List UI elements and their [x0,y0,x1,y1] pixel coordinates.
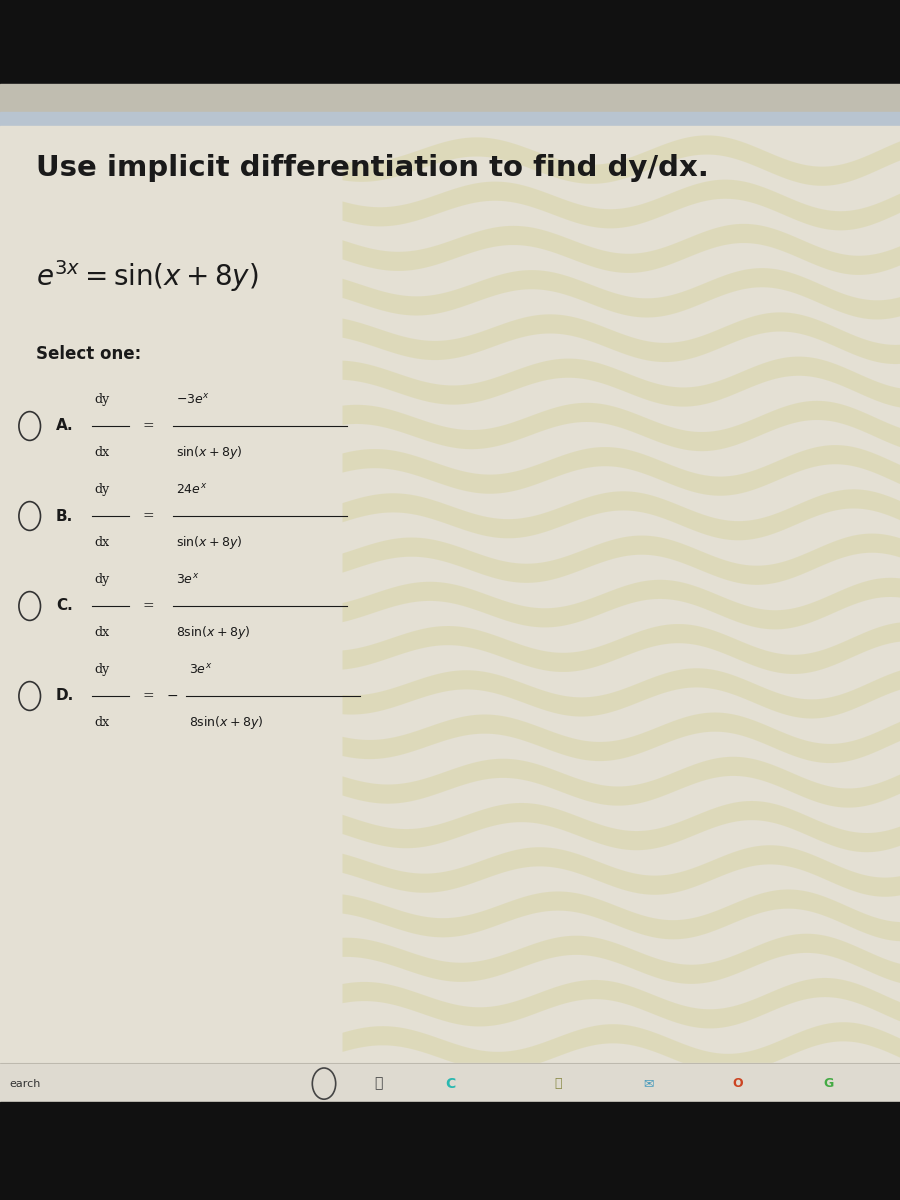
Text: C: C [445,1076,455,1091]
Text: $8\sin(x + 8y)$: $8\sin(x + 8y)$ [176,624,250,641]
Text: earch: earch [9,1079,40,1088]
Text: $\sin(x + 8y)$: $\sin(x + 8y)$ [176,444,242,461]
Text: ✉: ✉ [643,1078,653,1090]
Text: 🔒: 🔒 [554,1078,562,1090]
Text: dx: dx [94,446,110,458]
Text: A.: A. [56,419,74,433]
Text: $24e^{x}$: $24e^{x}$ [176,482,207,497]
Bar [0,0,900,84]
Bar [0,1102,900,1200]
Text: D.: D. [56,689,74,703]
Text: =: = [142,689,154,703]
Text: $-3e^{x}$: $-3e^{x}$ [176,392,210,407]
Text: −: − [166,689,178,703]
Text: B.: B. [56,509,73,523]
Text: $\sin(x + 8y)$: $\sin(x + 8y)$ [176,534,242,551]
Text: dx: dx [94,536,110,548]
Text: dy: dy [94,574,110,586]
Text: dy: dy [94,394,110,406]
Text: dy: dy [94,664,110,676]
Text: $e^{3x} = \sin(x + 8y)$: $e^{3x} = \sin(x + 8y)$ [36,258,258,294]
Text: G: G [823,1078,833,1090]
Bar [0,1063,900,1102]
Text: =: = [142,599,154,613]
Text: dx: dx [94,716,110,728]
Text: =: = [142,509,154,523]
Text: Select one:: Select one: [36,346,141,362]
Text: dy: dy [94,484,110,496]
Text: $8\sin(x + 8y)$: $8\sin(x + 8y)$ [189,714,264,731]
Bar [0,126,900,1098]
Text: O: O [733,1078,743,1090]
Text: Use implicit differentiation to find dy/dx.: Use implicit differentiation to find dy/… [36,154,709,182]
Text: $3e^{x}$: $3e^{x}$ [189,662,212,677]
Bar [0,84,900,114]
Text: =: = [142,419,154,433]
Text: C.: C. [56,599,73,613]
Text: dx: dx [94,626,110,638]
Text: $3e^{x}$: $3e^{x}$ [176,572,199,587]
Bar [0,112,900,126]
Text: ⌸: ⌸ [374,1076,382,1091]
